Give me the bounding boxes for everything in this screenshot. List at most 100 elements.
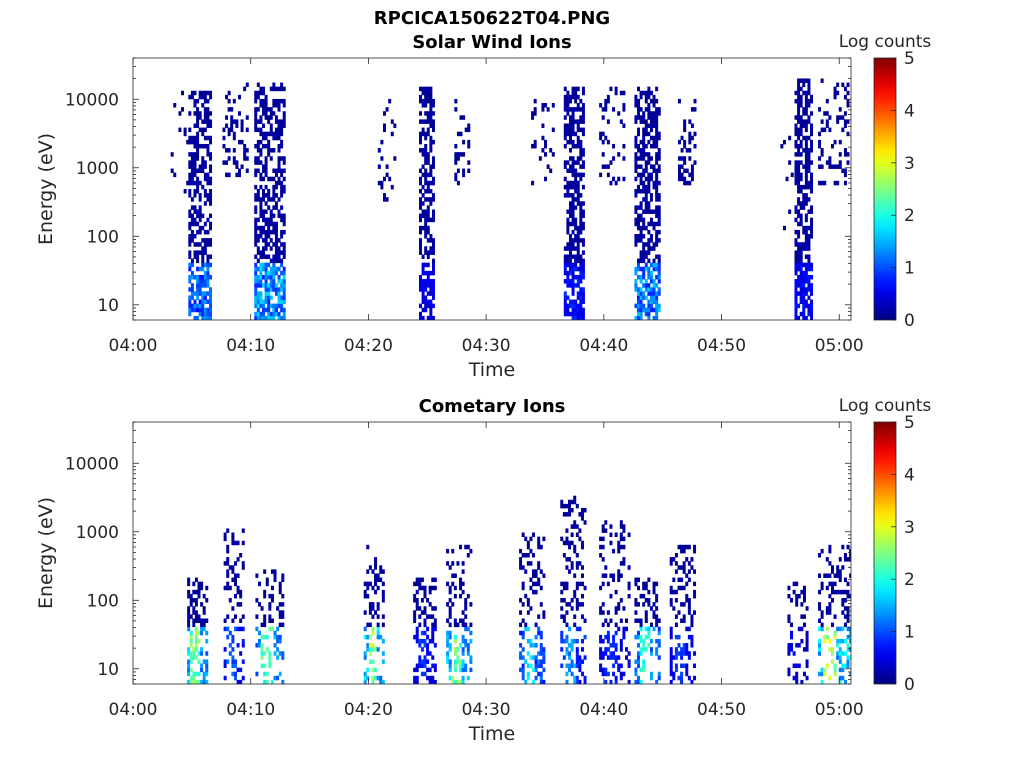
data-cell xyxy=(424,295,428,300)
data-cell xyxy=(274,303,278,309)
data-cell xyxy=(426,156,430,161)
data-cell xyxy=(563,123,567,128)
data-cell xyxy=(376,634,380,640)
data-cell xyxy=(642,643,646,648)
data-cell xyxy=(807,135,811,141)
data-cell xyxy=(802,598,806,603)
data-cell xyxy=(637,634,640,640)
data-cell xyxy=(647,156,651,161)
data-cell xyxy=(655,160,659,165)
data-cell xyxy=(802,111,806,116)
data-cell xyxy=(418,614,422,619)
data-cell xyxy=(799,127,803,133)
data-cell xyxy=(571,115,575,120)
data-cell xyxy=(574,311,578,317)
plot-frame xyxy=(132,57,852,321)
data-cell xyxy=(532,643,536,648)
data-cell xyxy=(209,315,213,320)
data-cell xyxy=(566,139,570,145)
data-cell xyxy=(526,544,530,550)
data-cell xyxy=(254,172,258,178)
data-cell xyxy=(573,593,577,599)
data-cell xyxy=(256,148,260,153)
data-cell xyxy=(807,283,811,288)
data-cell xyxy=(539,671,543,677)
data-cell xyxy=(259,229,263,235)
data-cell xyxy=(649,606,653,611)
data-cell xyxy=(254,193,258,198)
data-cell xyxy=(841,589,845,595)
data-cell xyxy=(562,512,566,517)
data-cell xyxy=(521,647,525,652)
data-cell xyxy=(830,164,834,169)
data-cell xyxy=(254,221,258,227)
data-cell xyxy=(376,585,380,591)
data-cell xyxy=(578,581,582,587)
data-cell xyxy=(426,626,430,632)
data-cell xyxy=(833,573,837,578)
x-tick-label: 04:30 xyxy=(462,700,511,720)
data-cell xyxy=(239,602,243,607)
data-cell xyxy=(571,172,575,178)
data-cell xyxy=(838,638,842,644)
data-cell xyxy=(526,651,530,656)
data-cell xyxy=(573,548,577,554)
data-cell xyxy=(429,172,433,178)
data-cell xyxy=(652,585,656,591)
data-cell xyxy=(693,589,697,595)
data-cell xyxy=(226,557,230,562)
data-cell xyxy=(254,266,258,272)
data-cell xyxy=(622,528,626,533)
data-cell xyxy=(604,634,608,640)
data-cell xyxy=(612,634,616,640)
data-cell xyxy=(687,626,691,632)
data-cell xyxy=(426,598,430,603)
data-cell xyxy=(200,602,204,607)
data-cell xyxy=(537,581,541,587)
data-cell xyxy=(446,630,450,636)
data-cell xyxy=(787,667,791,673)
data-cell xyxy=(575,553,579,558)
data-cell xyxy=(426,111,430,116)
data-cell xyxy=(622,630,626,636)
data-cell xyxy=(657,270,661,276)
data-cell xyxy=(282,189,286,194)
data-cell xyxy=(563,291,567,296)
data-cell xyxy=(677,634,681,640)
data-cell xyxy=(256,139,260,145)
data-cell xyxy=(570,524,574,529)
data-cell xyxy=(579,119,583,124)
data-cell xyxy=(269,311,273,317)
data-cell xyxy=(794,131,798,137)
data-cell xyxy=(799,172,803,178)
data-cell xyxy=(241,659,245,664)
data-cell xyxy=(424,131,428,137)
data-cell xyxy=(649,651,653,656)
data-cell xyxy=(281,622,285,628)
data-cell xyxy=(606,671,610,677)
data-cell xyxy=(785,176,789,182)
data-cell xyxy=(188,180,192,186)
data-cell xyxy=(647,602,651,607)
data-cell xyxy=(202,618,206,623)
data-cell xyxy=(797,221,801,227)
data-cell xyxy=(267,307,271,313)
data-cell xyxy=(571,139,575,145)
data-cell xyxy=(206,266,210,272)
data-cell xyxy=(193,250,197,255)
data-cell xyxy=(188,299,192,305)
data-cell xyxy=(849,634,851,640)
data-cell xyxy=(579,225,583,231)
data-cell xyxy=(267,176,271,182)
data-cell xyxy=(383,176,386,182)
data-cell xyxy=(807,311,811,317)
data-cell xyxy=(200,647,204,652)
data-cell xyxy=(424,221,428,227)
data-cell xyxy=(206,274,210,280)
data-cell xyxy=(825,123,829,128)
data-cell xyxy=(797,78,801,83)
data-cell xyxy=(262,176,265,182)
data-cell xyxy=(280,139,284,145)
data-cell xyxy=(201,143,205,149)
data-cell xyxy=(807,246,811,251)
